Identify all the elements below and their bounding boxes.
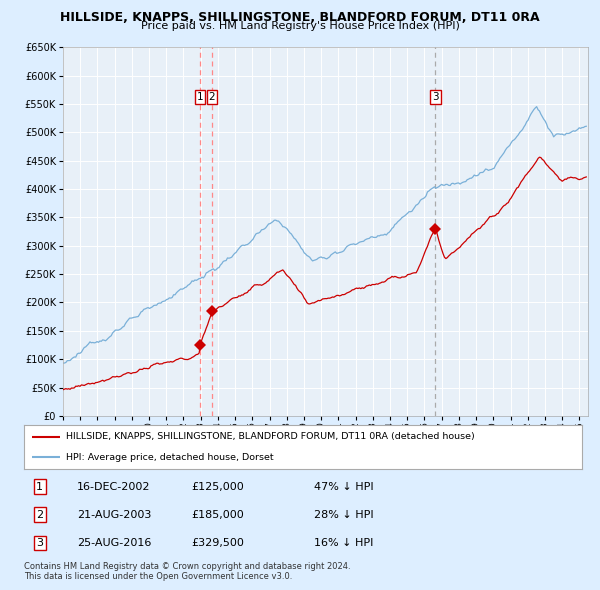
Text: HPI: Average price, detached house, Dorset: HPI: Average price, detached house, Dors… <box>66 453 274 461</box>
Text: 47% ↓ HPI: 47% ↓ HPI <box>314 481 374 491</box>
Text: 1: 1 <box>197 92 203 102</box>
Text: 28% ↓ HPI: 28% ↓ HPI <box>314 510 374 520</box>
Text: 16-DEC-2002: 16-DEC-2002 <box>77 481 151 491</box>
Text: This data is licensed under the Open Government Licence v3.0.: This data is licensed under the Open Gov… <box>24 572 292 581</box>
Text: 3: 3 <box>36 538 43 548</box>
Text: HILLSIDE, KNAPPS, SHILLINGSTONE, BLANDFORD FORUM, DT11 0RA (detached house): HILLSIDE, KNAPPS, SHILLINGSTONE, BLANDFO… <box>66 432 475 441</box>
Text: 25-AUG-2016: 25-AUG-2016 <box>77 538 151 548</box>
Text: HILLSIDE, KNAPPS, SHILLINGSTONE, BLANDFORD FORUM, DT11 0RA: HILLSIDE, KNAPPS, SHILLINGSTONE, BLANDFO… <box>60 11 540 24</box>
Text: 2: 2 <box>36 510 43 520</box>
Text: £329,500: £329,500 <box>191 538 244 548</box>
Text: Price paid vs. HM Land Registry's House Price Index (HPI): Price paid vs. HM Land Registry's House … <box>140 21 460 31</box>
Text: £125,000: £125,000 <box>191 481 244 491</box>
Text: 3: 3 <box>432 92 439 102</box>
Text: 21-AUG-2003: 21-AUG-2003 <box>77 510 151 520</box>
Text: 16% ↓ HPI: 16% ↓ HPI <box>314 538 374 548</box>
Text: Contains HM Land Registry data © Crown copyright and database right 2024.: Contains HM Land Registry data © Crown c… <box>24 562 350 571</box>
Text: £185,000: £185,000 <box>191 510 244 520</box>
Text: 1: 1 <box>36 481 43 491</box>
Text: 2: 2 <box>208 92 215 102</box>
